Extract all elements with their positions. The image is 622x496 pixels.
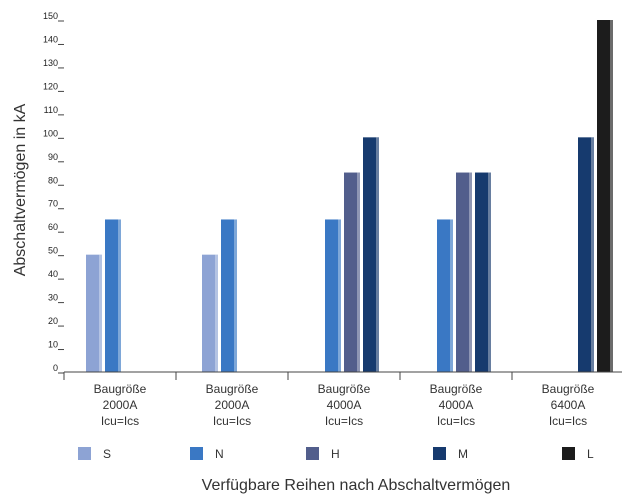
- y-tick-label: 80: [48, 175, 58, 185]
- x-category-label: 6400A: [551, 398, 586, 412]
- legend-swatch-h: [306, 447, 319, 460]
- y-tick-label: 110: [44, 105, 58, 115]
- x-axis-categories: Baugröße 2000A Icu=Ics Baugröße 2000A Icu=Ics…: [64, 372, 622, 428]
- legend-label-s: S: [103, 447, 111, 461]
- x-category-label: Baugröße: [318, 382, 371, 396]
- legend-swatch-n: [190, 447, 203, 460]
- y-tick-label: 120: [43, 81, 58, 91]
- bar-highlight: [338, 219, 341, 372]
- bar-highlight: [610, 20, 613, 372]
- y-tick-label: 70: [48, 199, 58, 209]
- x-category-label: Baugröße: [206, 382, 259, 396]
- bars: [86, 20, 613, 372]
- bar-highlight: [215, 255, 218, 372]
- x-category-label: Baugröße: [430, 382, 483, 396]
- bar-highlight: [99, 255, 102, 372]
- y-tick-label: 40: [48, 269, 58, 279]
- bar-highlight: [488, 173, 491, 372]
- x-category-label: Baugröße: [94, 382, 147, 396]
- y-tick-label: 0: [53, 363, 58, 373]
- bar-highlight: [118, 219, 121, 372]
- bar-highlight: [357, 173, 360, 372]
- x-category-label: Icu=Ics: [437, 414, 475, 428]
- legend-swatch-l: [562, 447, 575, 460]
- y-tick-label: 30: [48, 293, 58, 303]
- y-tick-label: 140: [43, 34, 58, 44]
- x-category-label: Icu=Ics: [213, 414, 251, 428]
- x-category-label: Baugröße: [542, 382, 595, 396]
- y-tick-label: 60: [48, 222, 58, 232]
- y-tick-label: 100: [43, 128, 58, 138]
- y-tick-label: 50: [48, 246, 58, 256]
- bar-highlight: [234, 219, 237, 372]
- bar-highlight: [376, 137, 379, 372]
- y-tick-label: 130: [43, 58, 58, 68]
- legend-label-n: N: [215, 447, 224, 461]
- bar-highlight: [591, 137, 594, 372]
- x-category-label: Icu=Ics: [101, 414, 139, 428]
- legend-label-h: H: [331, 447, 340, 461]
- x-category-label: 4000A: [327, 398, 362, 412]
- y-tick-label: 10: [48, 340, 58, 350]
- y-tick-label: 90: [48, 152, 58, 162]
- x-category-label: Icu=Ics: [325, 414, 363, 428]
- x-category-label: Icu=Ics: [549, 414, 587, 428]
- legend-label-m: M: [458, 447, 468, 461]
- y-tick-label: 150: [43, 11, 58, 21]
- legend-swatch-m: [433, 447, 446, 460]
- y-axis-ticks: 0 10 20 30 40 50 60 70 80 90 100 110 120 130 140 150: [43, 11, 64, 373]
- y-axis-label: Abschaltvermögen in kA: [12, 103, 29, 276]
- legend-label-l: L: [587, 447, 594, 461]
- y-tick-label: 20: [48, 316, 58, 326]
- bar-highlight: [450, 219, 453, 372]
- bar-highlight: [469, 173, 472, 372]
- x-category-label: 2000A: [103, 398, 138, 412]
- x-category-label: 2000A: [215, 398, 250, 412]
- legend-swatch-s: [78, 447, 91, 460]
- x-axis-label: Verfügbare Reihen nach Abschaltvermögen: [202, 477, 511, 494]
- x-category-label: 4000A: [439, 398, 474, 412]
